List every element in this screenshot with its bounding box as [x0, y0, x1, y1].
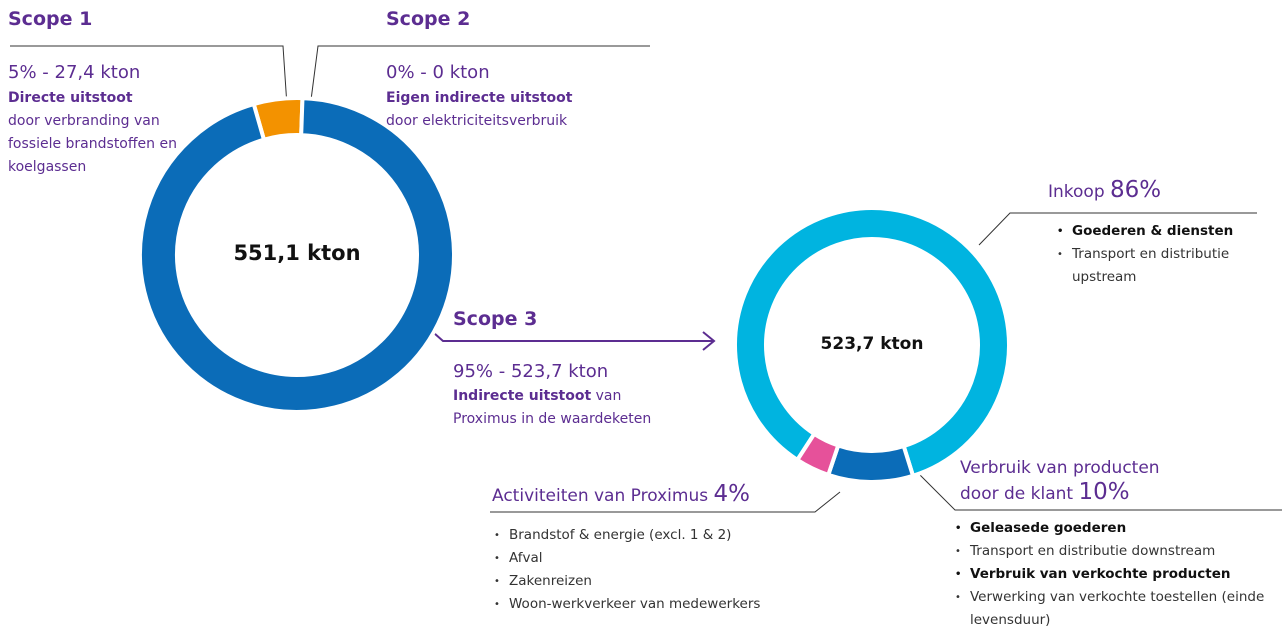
leader-lines — [10, 45, 1282, 513]
bullet-item: Verbruik van verkochte producten — [955, 563, 1285, 586]
arrow-head — [702, 331, 716, 351]
category-name: Activiteiten van Proximus — [492, 486, 709, 506]
value-label: 95% — [453, 361, 494, 382]
value-label: 4% — [713, 481, 750, 507]
bullet-item: Transport en distributie downstream — [955, 540, 1285, 563]
scope-title: Scope 3 — [453, 308, 538, 330]
bullet-item: Verwerking van verkochte toestellen (ein… — [955, 586, 1285, 632]
value-label: 0% — [386, 62, 415, 83]
donut-slice — [733, 206, 1011, 479]
separator: - — [420, 62, 427, 83]
center-label: 523,7 kton — [820, 334, 924, 354]
bullet-item: Brandstof & energie (excl. 1 & 2) — [494, 524, 834, 547]
amount: 523,7 kton — [510, 361, 609, 382]
donut-slice — [138, 96, 456, 414]
bullet-item: Zakenreizen — [494, 570, 834, 593]
scope-amount: 95% - 523,7 kton — [453, 360, 608, 383]
scope-amount: 5% - 27,4 kton — [8, 61, 140, 84]
leader-line — [978, 212, 1257, 246]
bullet-list: Goederen & dienstenTransport en distribu… — [1057, 220, 1272, 289]
bullet-item: Geleasede goederen — [955, 517, 1285, 540]
scope-description-text: van Proximus in de waardeketen — [453, 388, 652, 427]
scope-heading: Directe uitstoot — [8, 90, 133, 106]
leader-line — [310, 45, 650, 101]
donut-slice — [825, 442, 916, 484]
category-heading: Activiteiten van Proximus 4% — [492, 482, 750, 508]
bullet-item: Afval — [494, 547, 834, 570]
scope-amount: 0% - 0 kton — [386, 61, 490, 84]
donut-slice — [794, 431, 841, 478]
bullet-item: Woon-werkverkeer van medewerkers — [494, 593, 834, 616]
scope-title: Scope 2 — [386, 8, 471, 30]
value-label: 86% — [1110, 177, 1162, 203]
scope-heading: Indirecte uitstoot — [453, 388, 592, 404]
center-label: 551,1 kton — [233, 241, 361, 265]
leader-line — [490, 491, 841, 513]
scope-description: Indirecte uitstoot van Proximus in de wa… — [453, 385, 688, 431]
leader-line — [10, 45, 288, 107]
bullet-list: Brandstof & energie (excl. 1 & 2)AfvalZa… — [494, 524, 834, 616]
amount: 27,4 kton — [54, 62, 141, 83]
category-heading: Inkoop 86% — [1048, 178, 1161, 204]
separator: - — [498, 361, 506, 382]
separator: - — [42, 62, 49, 83]
scope-title: Scope 1 — [8, 8, 93, 30]
category-name: Inkoop — [1048, 182, 1105, 202]
bullet-item: Transport en distributie upstream — [1057, 243, 1272, 289]
value-label: 10% — [1078, 479, 1130, 505]
scope-description: door verbranding van fossiele brandstoff… — [8, 113, 177, 175]
leader-line — [912, 467, 1282, 511]
scope-heading: Eigen indirecte uitstoot — [386, 90, 573, 106]
value-label: 5% — [8, 62, 37, 83]
bullet-item: Goederen & diensten — [1057, 220, 1272, 243]
bullet-list: Geleasede goederenTransport en distribut… — [955, 517, 1285, 632]
scope-description: door elektriciteitsverbruik — [386, 113, 568, 129]
category-heading: Verbruik van producten door de klant 10% — [960, 456, 1200, 506]
category-name: Verbruik van producten door de klant — [960, 458, 1160, 504]
amount: 0 kton — [432, 62, 490, 83]
